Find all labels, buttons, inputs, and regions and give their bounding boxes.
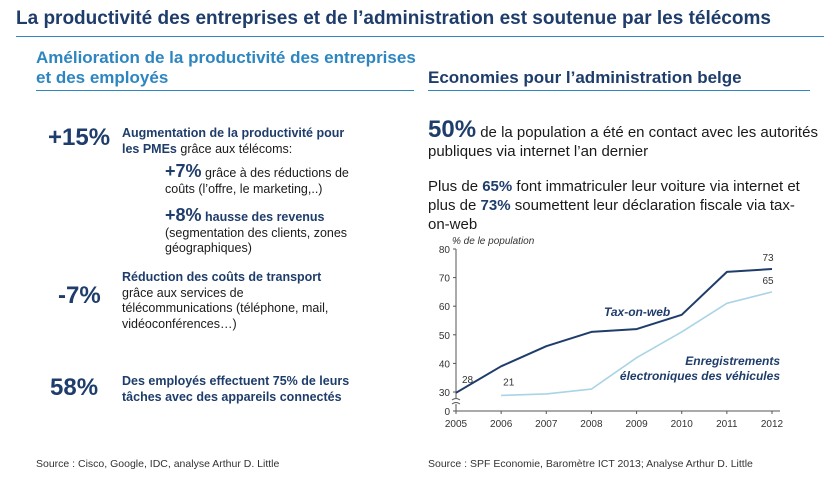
para-value-73: 73% [480,197,511,214]
y-tick-label: 70 [439,274,451,285]
para-part1: Plus de [428,178,483,195]
x-tick-labels: 2005 2006 2007 2008 2009 2010 2011 2012 [445,411,784,430]
series-label-vehicles: Enregistrements électroniques des véhicu… [619,354,780,383]
y-tick-label: 0 [444,407,450,418]
stat-plus8: +8% hausse des revenus (segmentation des … [165,205,375,257]
x-tick-label: 2006 [490,419,513,430]
stat-plus15-rest: grâce aux télécoms: [176,141,293,156]
stat-58-text: Des employés effectuent 75% de leurs tâc… [122,374,372,405]
right-heading-divider [428,90,810,91]
page-title: La productivité des entreprises et de l’… [16,8,771,29]
stat-plus7-value: +7% [165,161,202,181]
stat-plus15-value: +15% [48,124,111,151]
y-tick-label: 30 [439,388,451,399]
stat-50-value: 50% [428,116,477,143]
left-source: Source : Cisco, Google, IDC, analyse Art… [36,458,280,470]
start-label-1: 21 [503,377,515,388]
para-value-65: 65% [482,178,513,195]
stat-58-value: 58% [50,374,99,401]
stat-plus8-bold: hausse des revenus [201,210,325,224]
stat-minus7-value: -7% [58,282,101,309]
stat-plus7: +7% grâce à des réductions de coûts (l’o… [165,161,365,197]
stat-50-text: de la population a été en contact avec l… [428,124,818,160]
y-tick-label: 40 [439,359,451,370]
stat-plus8-text: (segmentation des clients, zones géograp… [165,225,348,256]
y-tick-label: 50 [439,331,451,342]
x-tick-label: 2011 [716,419,738,430]
stat-58-bold: Des employés effectuent 75% de leurs tâc… [122,374,350,404]
y-tick-label: 80 [439,245,451,256]
right-heading: Economies pour l’administration belge [428,68,742,87]
y-tick-labels: 0 30 40 50 60 70 80 [439,245,456,418]
x-tick-label: 2005 [445,419,468,430]
stat-minus7-text: Réduction des coûts de transport grâce au… [122,270,352,332]
stat-plus15-bold: Augmentation de la productivité pour les… [122,126,345,156]
series-label-vehicles-box: Enregistrements électroniques des véhicu… [619,354,780,383]
stat-50: 50% de la population a été en contact av… [428,118,818,161]
right-source: Source : SPF Economie, Baromètre ICT 201… [428,458,753,470]
series-label-tax-on-web: Tax-on-web [604,305,670,319]
y-axis-label: % de le population [452,236,535,247]
left-heading-divider [36,90,414,91]
y-tick-label: 60 [439,302,451,313]
start-label-0: 28 [462,375,474,386]
axis-break-mark [451,398,461,405]
end-label-1: 65 [762,276,774,287]
series-line-1 [501,291,773,397]
x-tick-label: 2007 [535,419,558,430]
para-part3: soumettent leur déclaration fiscale via … [428,197,795,233]
x-tick-label: 2012 [761,419,784,430]
stat-plus7-text: grâce à des réductions de coûts (l’offre… [165,166,349,196]
left-heading: Amélioration de la productivité des entr… [36,48,416,87]
stat-plus8-value: +8% [165,205,202,225]
end-label-0: 73 [762,253,774,264]
series-lines [455,268,773,397]
stat-minus7-rest: grâce aux services de télécommunications… [122,285,329,331]
stat-minus7-bold: Réduction des coûts de transport [122,270,322,284]
stat-plus15-text: Augmentation de la productivité pour les… [122,126,347,157]
series-line-0 [455,268,773,394]
chart-axes [451,249,780,412]
data-labels: 28 73 21 65 [462,253,774,388]
x-tick-label: 2009 [625,419,648,430]
right-paragraph: Plus de 65% font immatriculer leur voitu… [428,177,813,234]
x-tick-label: 2008 [580,419,603,430]
x-tick-label: 2010 [671,419,694,430]
para-part2: font immatriculer leur voiture via inter… [428,178,800,214]
title-divider [16,36,824,37]
